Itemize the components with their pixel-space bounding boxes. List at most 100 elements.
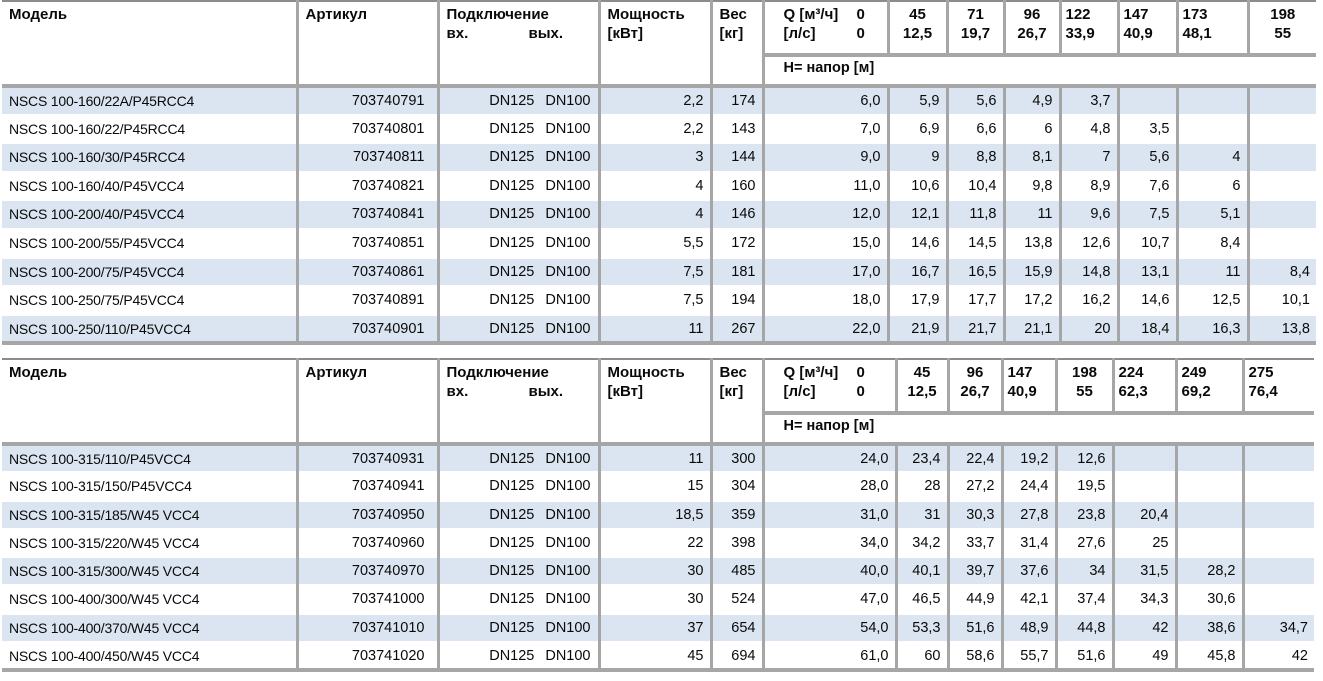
cell-dn-inlet: DN125 (489, 93, 535, 109)
cell-article: 703740851 (295, 227, 438, 258)
cell-head-value: 12,6 (1054, 444, 1113, 473)
header-outlet-label: вых. (528, 25, 564, 42)
cell-head-value: 28,0 (761, 471, 896, 501)
header-power: Мощность [кВт] (597, 0, 711, 88)
cell-weight: 174 (709, 86, 763, 115)
cell-head-value: 14,8 (1058, 256, 1118, 287)
table-row: NSCS 100-315/150/P45VCC4 703740941 DN125 DN… (2, 471, 1314, 501)
cell-power: 4 (597, 170, 711, 201)
cell-dn-inlet: DN125 (489, 320, 535, 337)
cell-head-value: 10,6 (886, 170, 947, 201)
header-row: Модель Артикул Подключение вх. вых. Мощность [… (2, 358, 1314, 446)
header-inlet-label: вх. (446, 25, 469, 42)
header-weight-label: Вес (719, 6, 747, 23)
cell-head-value: 61,0 (761, 641, 896, 671)
cell-head-value: 11,0 (761, 170, 888, 201)
cell-head-value: 6 (1002, 113, 1060, 144)
header-weight: Вес [кг] (709, 0, 763, 88)
cell-head-value: 23,8 (1054, 499, 1113, 529)
cell-head-value: 20 (1058, 313, 1118, 344)
header-flow-value: 275 (1248, 364, 1274, 381)
cell-head-value: 39,7 (946, 556, 1002, 586)
cell-head-value: 34,7 (1241, 612, 1314, 643)
header-head-label: H= напор [м] (761, 411, 1314, 446)
cell-head-value: 5,1 (1175, 199, 1248, 229)
pump-spec-table: Модель Артикул Подключение вх. вых. Мощность [… (2, 0, 1316, 345)
header-connection-label: Подключение (446, 6, 549, 23)
cell-head-value: 54,0 (761, 612, 896, 643)
header-flow-col: 147 40,9 (1116, 0, 1177, 57)
cell-dn-outlet: DN100 (545, 563, 591, 580)
cell-head-value: 4,8 (1058, 113, 1118, 144)
cell-head-value: 19,5 (1054, 471, 1113, 501)
cell-power: 2,2 (597, 86, 711, 115)
cell-connection: DN125 DN100 (436, 113, 599, 144)
cell-article: 703740861 (295, 256, 438, 287)
cell-head-value: 18,0 (761, 285, 888, 315)
cell-article: 703741000 (295, 584, 438, 614)
cell-head-value: 48,9 (1000, 612, 1056, 643)
cell-weight: 172 (709, 227, 763, 258)
header-flow-col: 45 12,5 (886, 0, 947, 57)
cell-head-value: 9,8 (1002, 170, 1060, 201)
header-article-label: Артикул (295, 358, 438, 446)
header-lps-zero: 0 (856, 25, 865, 42)
cell-model: NSCS 100-160/22A/P45RCC4 (2, 86, 297, 115)
header-power-label: Мощность (607, 6, 685, 23)
cell-weight: 398 (709, 527, 763, 558)
cell-article: 703741020 (295, 641, 438, 671)
cell-dn-inlet: DN125 (489, 563, 535, 580)
cell-head-value: 21,1 (1002, 313, 1060, 344)
cell-power: 45 (597, 641, 711, 671)
cell-head-value: 13,1 (1116, 256, 1177, 287)
cell-dn-outlet: DN100 (545, 506, 591, 523)
cell-power: 2,2 (597, 113, 711, 144)
cell-head-value (1246, 86, 1316, 115)
cell-connection: DN125 DN100 (436, 285, 599, 315)
header-lps-value: 40,9 (1123, 25, 1153, 42)
cell-head-value: 14,6 (886, 227, 947, 258)
header-power-unit: [кВт] (607, 25, 643, 42)
cell-head-value: 8,4 (1246, 256, 1316, 287)
header-weight-label: Вес (719, 364, 747, 381)
cell-weight: 144 (709, 142, 763, 172)
cell-weight: 143 (709, 113, 763, 144)
cell-head-value (1246, 170, 1316, 201)
cell-power: 30 (597, 556, 711, 586)
header-lps-value: 55 (1076, 383, 1093, 400)
cell-article: 703740970 (295, 556, 438, 586)
header-lps-value: 76,4 (1248, 383, 1278, 400)
cell-weight: 300 (709, 444, 763, 473)
table-row: NSCS 100-315/110/P45VCC4 703740931 DN125 DN… (2, 444, 1314, 473)
cell-article: 703740801 (295, 113, 438, 144)
cell-head-value: 5,6 (945, 86, 1004, 115)
header-lps-value: 26,7 (1017, 25, 1047, 42)
cell-connection: DN125 DN100 (436, 227, 599, 258)
cell-head-value: 7,0 (761, 113, 888, 144)
cell-head-value (1241, 556, 1314, 586)
cell-head-value: 27,6 (1054, 527, 1113, 558)
cell-head-value: 22,4 (946, 444, 1002, 473)
cell-head-value: 49 (1111, 641, 1176, 671)
header-flow-q0: Q [м³/ч] 0 [л/с] 0 (761, 358, 896, 415)
cell-head-value: 34,0 (761, 527, 896, 558)
cell-head-value: 51,6 (946, 612, 1002, 643)
cell-model: NSCS 100-160/30/P45RCC4 (2, 142, 297, 172)
table-row: NSCS 100-160/30/P45RCC4 703740811 DN125 DN1… (2, 142, 1316, 172)
header-lps-value: 62,3 (1118, 383, 1148, 400)
cell-dn-inlet: DN125 (489, 234, 535, 251)
cell-model: NSCS 100-160/22/P45RCC4 (2, 113, 297, 144)
cell-head-value (1174, 499, 1243, 529)
cell-model: NSCS 100-250/75/P45VCC4 (2, 285, 297, 315)
cell-head-value: 42 (1111, 612, 1176, 643)
cell-dn-inlet: DN125 (489, 591, 535, 608)
header-power: Мощность [кВт] (597, 358, 711, 446)
header-lps-value: 26,7 (960, 383, 990, 400)
cell-power: 5,5 (597, 227, 711, 258)
cell-head-value: 44,8 (1054, 612, 1113, 643)
cell-head-value: 17,0 (761, 256, 888, 287)
cell-dn-outlet: DN100 (545, 177, 591, 194)
cell-head-value (1241, 584, 1314, 614)
cell-head-value: 60 (894, 641, 948, 671)
